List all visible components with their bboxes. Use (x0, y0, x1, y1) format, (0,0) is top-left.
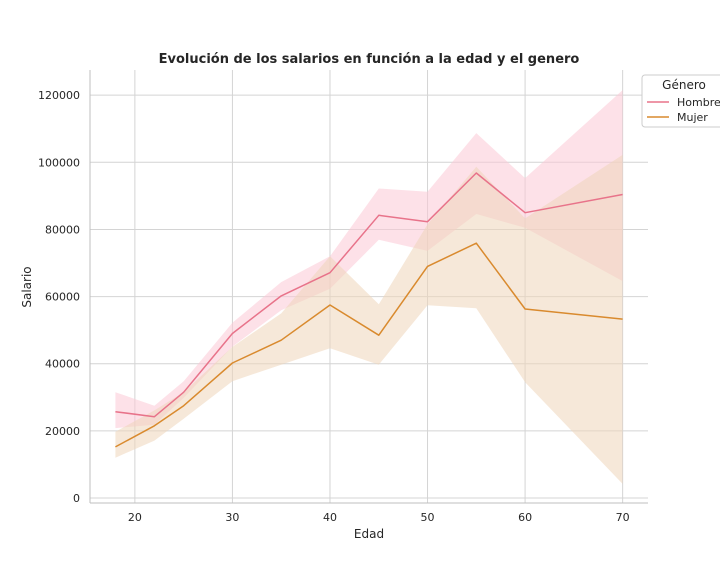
x-tick-label: 30 (225, 511, 239, 524)
legend: Género Hombre Mujer (641, 74, 720, 128)
ci-band-mujer (115, 154, 623, 484)
y-tick-label: 60000 (45, 291, 80, 304)
y-tick-label: 20000 (45, 425, 80, 438)
axes (89, 70, 648, 504)
legend-frame (641, 74, 720, 128)
series-line-mujer (115, 242, 623, 448)
x-tick-label: 50 (421, 511, 435, 524)
y-axis-label: Salario (20, 266, 34, 307)
y-tick-label: 120000 (38, 89, 80, 102)
confidence-bands (115, 90, 623, 484)
y-tick-label: 40000 (45, 358, 80, 371)
x-tick-label: 70 (616, 511, 630, 524)
y-tick-label: 80000 (45, 223, 80, 236)
y-tick-label: 0 (73, 492, 80, 505)
legend-title: Género (662, 78, 706, 92)
x-axis-label: Edad (354, 527, 384, 541)
tick-labels: 20 30 40 50 60 70 0 20000 40000 60000 80000 100000 1… (38, 89, 630, 524)
y-tick-label: 100000 (38, 156, 80, 169)
chart-title: Evolución de los salarios en función a l… (159, 52, 580, 67)
series-line-hombre (115, 172, 623, 418)
legend-label-mujer: Mujer (677, 111, 708, 124)
ci-band-hombre (115, 90, 623, 429)
x-tick-label: 20 (128, 511, 142, 524)
x-tick-label: 60 (518, 511, 532, 524)
legend-label-hombre: Hombre (677, 96, 720, 109)
x-tick-label: 40 (323, 511, 337, 524)
series-lines (115, 172, 623, 448)
